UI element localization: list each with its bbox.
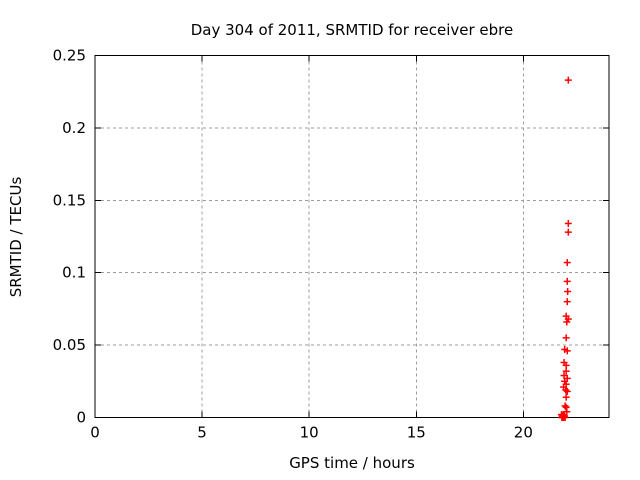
y-tick-label: 0.25 bbox=[53, 47, 86, 65]
y-tick-label: 0.05 bbox=[53, 336, 86, 354]
x-tick-label: 20 bbox=[514, 424, 533, 442]
y-tick-label: 0.2 bbox=[62, 119, 86, 137]
x-tick-label: 0 bbox=[90, 424, 100, 442]
y-tick-label: 0.15 bbox=[53, 191, 86, 209]
y-tick-label: 0.1 bbox=[62, 264, 86, 282]
x-tick-label: 5 bbox=[197, 424, 207, 442]
chart-title: Day 304 of 2011, SRMTID for receiver ebr… bbox=[190, 21, 514, 39]
y-tick-labels: 0 0.05 0.1 0.15 0.2 0.25 bbox=[53, 47, 86, 427]
x-tick-labels: 0 5 10 15 20 bbox=[90, 424, 533, 442]
series-srmtid bbox=[557, 76, 572, 421]
y-tick-label: 0 bbox=[76, 409, 86, 427]
x-axis-title: GPS time / hours bbox=[289, 454, 415, 472]
x-tick-label: 10 bbox=[300, 424, 319, 442]
x-tick-label: 15 bbox=[407, 424, 426, 442]
grid-lines bbox=[95, 55, 609, 418]
axes-border bbox=[94, 55, 610, 418]
